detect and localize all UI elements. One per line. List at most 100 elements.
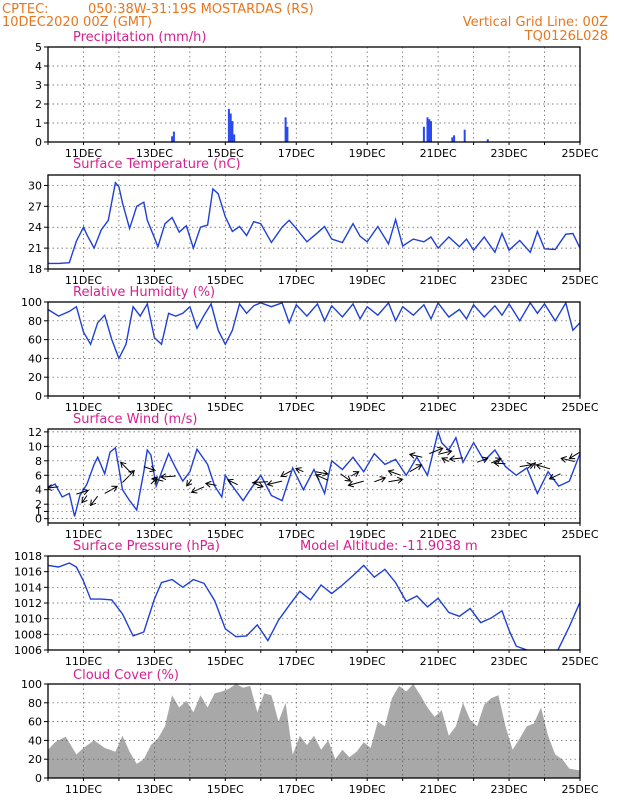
wind-arrow bbox=[228, 479, 238, 484]
precip-bar bbox=[171, 136, 173, 142]
precip-ytick-label: 2 bbox=[35, 98, 42, 111]
cloud-xtick-label: 15DEC bbox=[207, 783, 244, 796]
wind-xtick-label: 13DEC bbox=[136, 528, 173, 541]
wind-xtick-label: 25DEC bbox=[561, 528, 598, 541]
wind-arrow bbox=[550, 474, 561, 480]
pressure-ytick-label: 1006 bbox=[14, 644, 42, 657]
temp-plot-area bbox=[48, 183, 580, 264]
precip-frame bbox=[48, 47, 580, 142]
humidity-xtick-label: 23DEC bbox=[491, 401, 528, 414]
precip-bar bbox=[427, 117, 429, 142]
humidity-ytick-label: 80 bbox=[28, 315, 42, 328]
wind-xtick-label: 19DEC bbox=[349, 528, 386, 541]
humidity-xtick-label: 13DEC bbox=[136, 401, 173, 414]
precip-plot-area bbox=[171, 109, 489, 142]
wind-ytick-label: 4 bbox=[35, 484, 42, 497]
precip-xtick-label: 25DEC bbox=[561, 147, 598, 160]
wind-line bbox=[48, 432, 580, 517]
temp-xtick-label: 11DEC bbox=[65, 274, 102, 287]
cloud-ytick-label: 80 bbox=[28, 697, 42, 710]
precip-bar bbox=[453, 135, 455, 142]
precip-ytick-label: 1 bbox=[35, 117, 42, 130]
pressure-title: Surface Pressure (hPa) bbox=[73, 539, 220, 554]
wind-ytick-label: 8 bbox=[35, 455, 42, 468]
precip-bar bbox=[233, 134, 235, 142]
header-code: TQ0126L028 bbox=[524, 29, 608, 44]
wind-ytick-label: 6 bbox=[35, 469, 42, 482]
temp-xtick-label: 21DEC bbox=[420, 274, 457, 287]
cloud-ytick-label: 20 bbox=[28, 753, 42, 766]
precip-title: Precipitation (mm/h) bbox=[73, 30, 206, 45]
precip-bar bbox=[231, 121, 233, 142]
cloud-ytick-label: 0 bbox=[35, 772, 42, 785]
temp-panel: 18 21 24 27 30 11DEC 13DEC 15DEC 17DEC 19DEC 21DEC… bbox=[28, 175, 599, 287]
wind-ytick-label: 10 bbox=[28, 440, 42, 453]
pressure-ytick-label: 1016 bbox=[14, 566, 42, 579]
precip-xtick-label: 11DEC bbox=[65, 147, 102, 160]
pressure-xtick-label: 21DEC bbox=[420, 655, 457, 668]
wind-arrow bbox=[389, 470, 401, 476]
precip-bar bbox=[464, 130, 466, 142]
wind-xtick-label: 17DEC bbox=[278, 528, 315, 541]
pressure-ytick-label: 1014 bbox=[14, 581, 42, 594]
cloud-ytick-label: 100 bbox=[21, 678, 42, 691]
humidity-frame bbox=[48, 302, 580, 396]
precip-bar bbox=[423, 127, 425, 142]
wind-arrow bbox=[121, 462, 132, 473]
wind-arrow bbox=[123, 471, 135, 483]
cloud-xtick-label: 19DEC bbox=[349, 783, 386, 796]
precip-xtick-label: 15DEC bbox=[207, 147, 244, 160]
wind-arrow bbox=[187, 480, 192, 486]
precip-xtick-label: 21DEC bbox=[420, 147, 457, 160]
wind-ytick-label: 12 bbox=[28, 426, 42, 439]
pressure-ytick-label: 1012 bbox=[14, 597, 42, 610]
precip-xtick-label: 17DEC bbox=[278, 147, 315, 160]
wind-arrow bbox=[281, 471, 291, 477]
cloud-xtick-label: 11DEC bbox=[65, 783, 102, 796]
wind-arrow bbox=[374, 477, 385, 483]
humidity-xtick-label: 19DEC bbox=[349, 401, 386, 414]
humidity-plot-area bbox=[48, 303, 580, 359]
precip-xtick-label: 23DEC bbox=[491, 147, 528, 160]
wind-arrow bbox=[82, 496, 87, 503]
precip-xtick-label: 19DEC bbox=[349, 147, 386, 160]
wind-arrow bbox=[268, 481, 283, 487]
cloud-xtick-label: 21DEC bbox=[420, 783, 457, 796]
humidity-ytick-label: 20 bbox=[28, 371, 42, 384]
precip-bar bbox=[286, 127, 288, 142]
humidity-xtick-label: 11DEC bbox=[65, 401, 102, 414]
precip-bar bbox=[285, 117, 287, 142]
model-altitude: Model Altitude: -11.9038 m bbox=[300, 539, 478, 554]
cloud-plot-area bbox=[48, 684, 580, 778]
humidity-ytick-label: 100 bbox=[21, 296, 42, 309]
wind-xtick-label: 11DEC bbox=[65, 528, 102, 541]
wind-arrow bbox=[161, 474, 176, 480]
temp-xtick-label: 17DEC bbox=[278, 274, 315, 287]
wind-arrow bbox=[536, 463, 550, 469]
precip-ytick-label: 4 bbox=[35, 60, 42, 73]
cloud-xtick-label: 23DEC bbox=[491, 783, 528, 796]
humidity-title: Relative Humidity (%) bbox=[73, 285, 215, 300]
cloud-cover-area bbox=[48, 684, 580, 778]
precip-bar bbox=[228, 109, 230, 142]
humidity-panel: 0 20 40 60 80 100 11DEC 13DEC 15DEC 17DEC 19DEC 21D… bbox=[21, 296, 599, 414]
temp-xtick-label: 25DEC bbox=[561, 274, 598, 287]
cloud-xtick-label: 25DEC bbox=[561, 783, 598, 796]
wind-arrow bbox=[442, 458, 449, 463]
humidity-xtick-label: 15DEC bbox=[207, 401, 244, 414]
precip-bar bbox=[430, 121, 432, 142]
cloud-ytick-label: 40 bbox=[28, 734, 42, 747]
cloud-xtick-label: 13DEC bbox=[136, 783, 173, 796]
wind-arrow bbox=[341, 474, 351, 481]
precip-ytick-label: 3 bbox=[35, 79, 42, 92]
cloud-title: Cloud Cover (%) bbox=[73, 668, 179, 683]
header-datetime: 10DEC2020 00Z (GMT) bbox=[2, 15, 152, 30]
wind-title: Surface Wind (m/s) bbox=[73, 412, 197, 427]
pressure-xtick-label: 11DEC bbox=[65, 655, 102, 668]
temp-xtick-label: 13DEC bbox=[136, 274, 173, 287]
wind-plot-area bbox=[47, 432, 580, 517]
temp-ytick-label: 24 bbox=[28, 221, 42, 234]
humidity-xtick-label: 21DEC bbox=[420, 401, 457, 414]
pressure-ytick-label: 1010 bbox=[14, 613, 42, 626]
pressure-xtick-label: 13DEC bbox=[136, 655, 173, 668]
